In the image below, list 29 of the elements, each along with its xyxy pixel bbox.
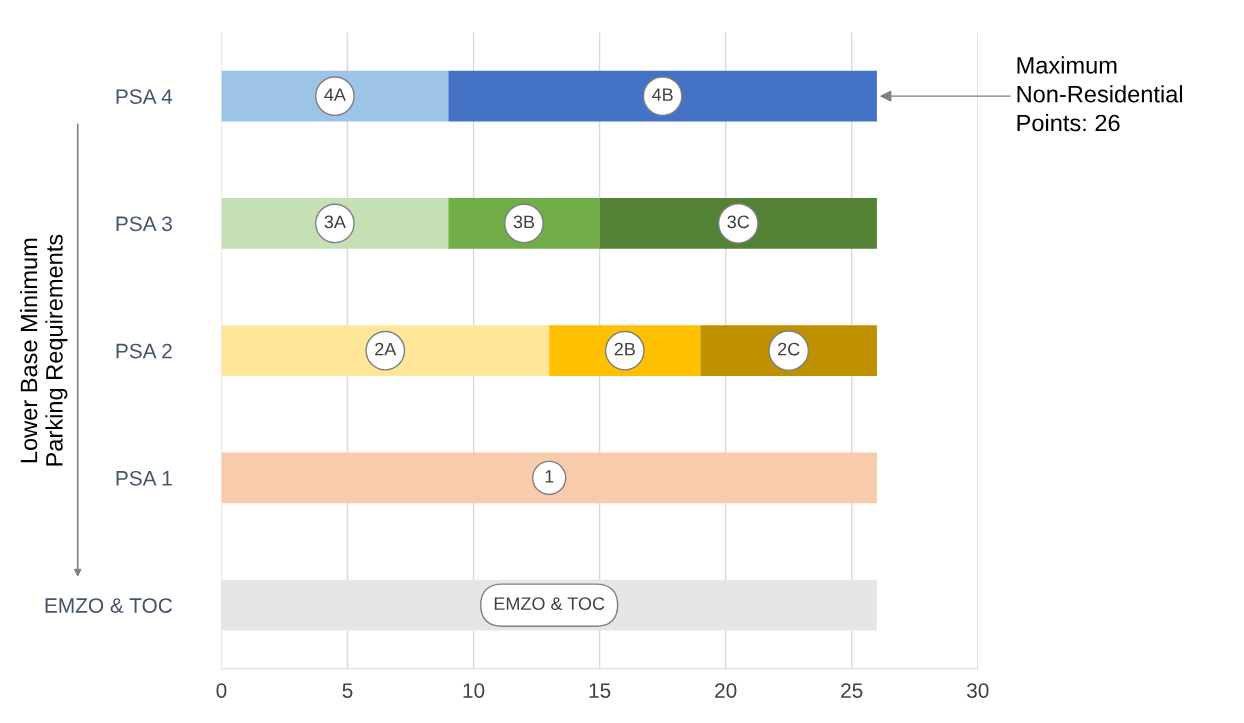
annotation: 2B [614, 342, 635, 356]
annotation: 2A [375, 342, 397, 356]
bar [221, 452, 877, 504]
annotation: Maximum Non-Residential Points: 26 [1017, 56, 1183, 132]
y-tick-label: PSA 3 [116, 216, 172, 232]
x-tick-label: 0 [216, 683, 227, 698]
annotation: 1 [545, 470, 554, 483]
x-tick-label: 30 [966, 683, 989, 698]
annotation: 3C [727, 215, 750, 229]
x-tick-label: 5 [342, 683, 353, 698]
x-tick-label: 25 [841, 683, 863, 698]
annotation: 4B [652, 88, 673, 101]
x-tick-label: 10 [463, 683, 485, 698]
annotation: 3A [324, 215, 346, 229]
annotation: 4A [324, 88, 346, 101]
bar [221, 197, 449, 249]
annotation: 2C [778, 342, 800, 356]
y-tick-label: PSA 2 [116, 343, 172, 359]
x-tick-label: 15 [589, 683, 611, 698]
y-tick-label: EMZO & TOC [45, 598, 173, 613]
y-axis-title: Lower Base Minimum Parking Requirements [19, 234, 68, 466]
bar [221, 325, 550, 377]
bar [448, 70, 877, 122]
bar [599, 197, 877, 249]
annotation: 3B [513, 215, 535, 229]
y-tick-label: PSA 1 [116, 470, 172, 486]
x-tick-label: 20 [715, 683, 737, 698]
annotation: EMZO & TOC [494, 597, 605, 610]
y-tick-label: PSA 4 [116, 89, 173, 104]
